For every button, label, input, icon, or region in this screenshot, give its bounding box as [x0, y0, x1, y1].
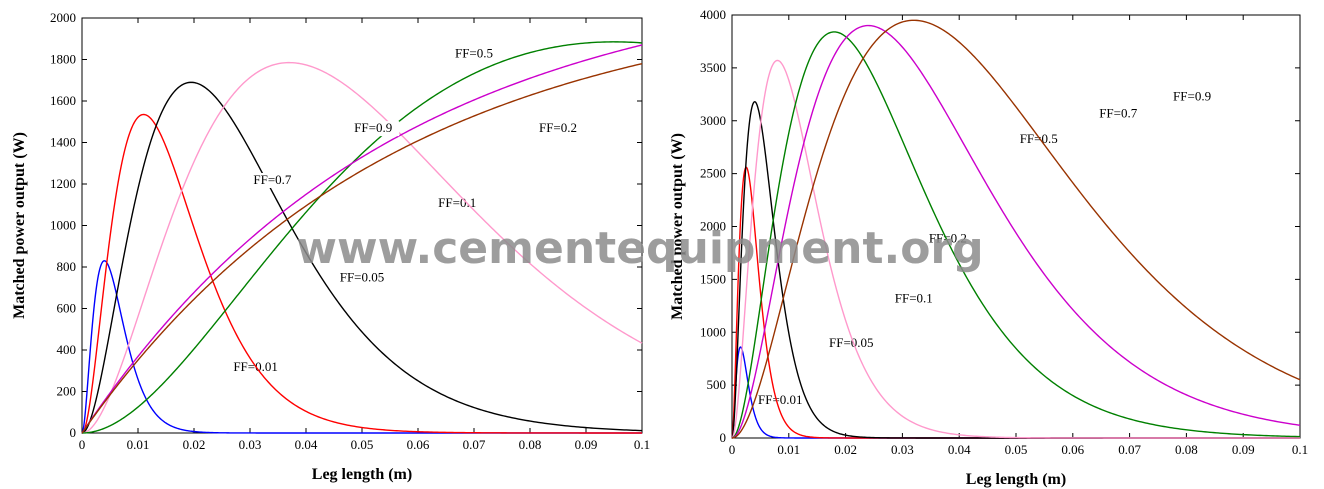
curve-label: FF=0.9	[354, 120, 392, 135]
series-line-ff-0-7	[732, 24, 1301, 439]
x-tick-label: 0.1	[1292, 442, 1308, 457]
y-tick-label: 200	[57, 384, 77, 399]
x-tick-label: 0.02	[834, 442, 857, 457]
curve-label: FF=0.01	[758, 392, 803, 407]
y-tick-label: 400	[57, 342, 77, 357]
y-tick-label: 0	[70, 425, 77, 440]
x-axis-label: Leg length (m)	[966, 471, 1066, 488]
x-tick-label: 0.04	[295, 437, 318, 452]
x-tick-label: 0.05	[351, 437, 374, 452]
x-tick-label: 0.1	[634, 437, 650, 452]
curve-label-background	[246, 173, 299, 188]
series-line-ff-0-2	[82, 61, 643, 434]
x-tick-label: 0.01	[127, 437, 150, 452]
x-tick-label: 0.05	[1005, 442, 1028, 457]
curve-label: FF=0.9	[1173, 89, 1211, 104]
y-tick-label: 1800	[50, 52, 76, 67]
curve-label-background	[921, 231, 974, 247]
y-tick-label: 1200	[50, 176, 76, 191]
x-tick-label: 0	[79, 437, 86, 452]
x-tick-label: 0.07	[463, 437, 486, 452]
curve-label: FF=0.7	[253, 172, 292, 187]
curve-label-background	[1012, 131, 1065, 147]
curve-label-background	[1092, 106, 1145, 122]
x-tick-label: 0.07	[1118, 442, 1141, 457]
y-tick-label: 4000	[700, 7, 726, 22]
curve-label: FF=0.2	[929, 230, 967, 245]
y-tick-label: 600	[57, 301, 77, 316]
series-line-ff-0-5	[82, 41, 643, 434]
y-tick-label: 2000	[50, 10, 76, 25]
x-tick-label: 0.06	[407, 437, 430, 452]
x-tick-label: 0.02	[183, 437, 206, 452]
y-tick-label: 0	[720, 430, 727, 445]
curve-label: FF=0.5	[455, 45, 493, 60]
curve-label: FF=0.1	[438, 195, 476, 210]
curve-label: FF=0.5	[1020, 131, 1058, 146]
x-tick-label: 0.09	[575, 437, 598, 452]
series-line-ff-0-5	[731, 31, 1301, 439]
series-line-ff-0-01	[731, 346, 1300, 439]
right-chart: 0 0.01 0.02 0.03 0.04 0.05 0.06 0.07 0.08 0.09 0.1…	[669, 7, 1308, 488]
y-tick-label: 2000	[700, 219, 726, 234]
curve-label: FF=0.05	[829, 335, 874, 350]
y-tick-label: 3000	[700, 113, 726, 128]
y-tick-label: 1600	[50, 93, 76, 108]
y-axis-label: Matched power output (W)	[11, 132, 28, 319]
series-line-ff-0-9	[81, 62, 643, 434]
curve-label: FF=0.05	[340, 270, 385, 285]
series-line-ff-0-7	[81, 44, 643, 434]
x-tick-label: 0.08	[519, 437, 542, 452]
curve-label: FF=0.2	[539, 120, 577, 135]
y-tick-label: 1000	[700, 324, 726, 339]
x-axis-label: Leg length (m)	[312, 466, 412, 483]
x-tick-label: 0.03	[239, 437, 262, 452]
y-tick-label: 1500	[700, 271, 726, 286]
y-tick-label: 500	[707, 377, 727, 392]
y-tick-label: 3500	[700, 60, 726, 75]
x-tick-label: 0	[729, 442, 736, 457]
x-tick-label: 0.01	[777, 442, 800, 457]
curve-label-background	[887, 291, 940, 307]
y-tick-label: 2500	[700, 166, 726, 181]
y-tick-label: 1000	[50, 218, 76, 233]
curve-label-background	[448, 46, 500, 62]
left-chart: 0 0.01 0.02 0.03 0.04 0.05 0.06 0.07 0.08 0.09 0.1…	[11, 10, 650, 483]
curve-label-background	[825, 336, 878, 352]
curve-label: FF=0.1	[895, 291, 933, 306]
series-line-ff-0-9	[732, 19, 1301, 439]
x-tick-label: 0.03	[891, 442, 914, 457]
x-tick-label: 0.04	[948, 442, 971, 457]
curve-label-background	[347, 121, 400, 137]
curve-label: FF=0.7	[1099, 106, 1138, 121]
y-tick-label: 800	[57, 259, 77, 274]
curve-label-background	[1166, 89, 1219, 105]
curve-label-background	[532, 121, 584, 137]
y-tick-label: 1400	[50, 135, 76, 150]
y-axis-label: Matched power output (W)	[669, 133, 686, 320]
series-line-ff-0-05	[81, 113, 642, 434]
x-tick-label: 0.08	[1175, 442, 1198, 457]
curve-label-background	[336, 270, 388, 286]
curve-label-background	[754, 393, 807, 409]
watermark-text: www.cementequipment.org	[296, 223, 983, 274]
x-tick-label: 0.09	[1232, 442, 1255, 457]
x-tick-label: 0.06	[1061, 442, 1084, 457]
series-line-ff-0-2	[731, 59, 1300, 439]
